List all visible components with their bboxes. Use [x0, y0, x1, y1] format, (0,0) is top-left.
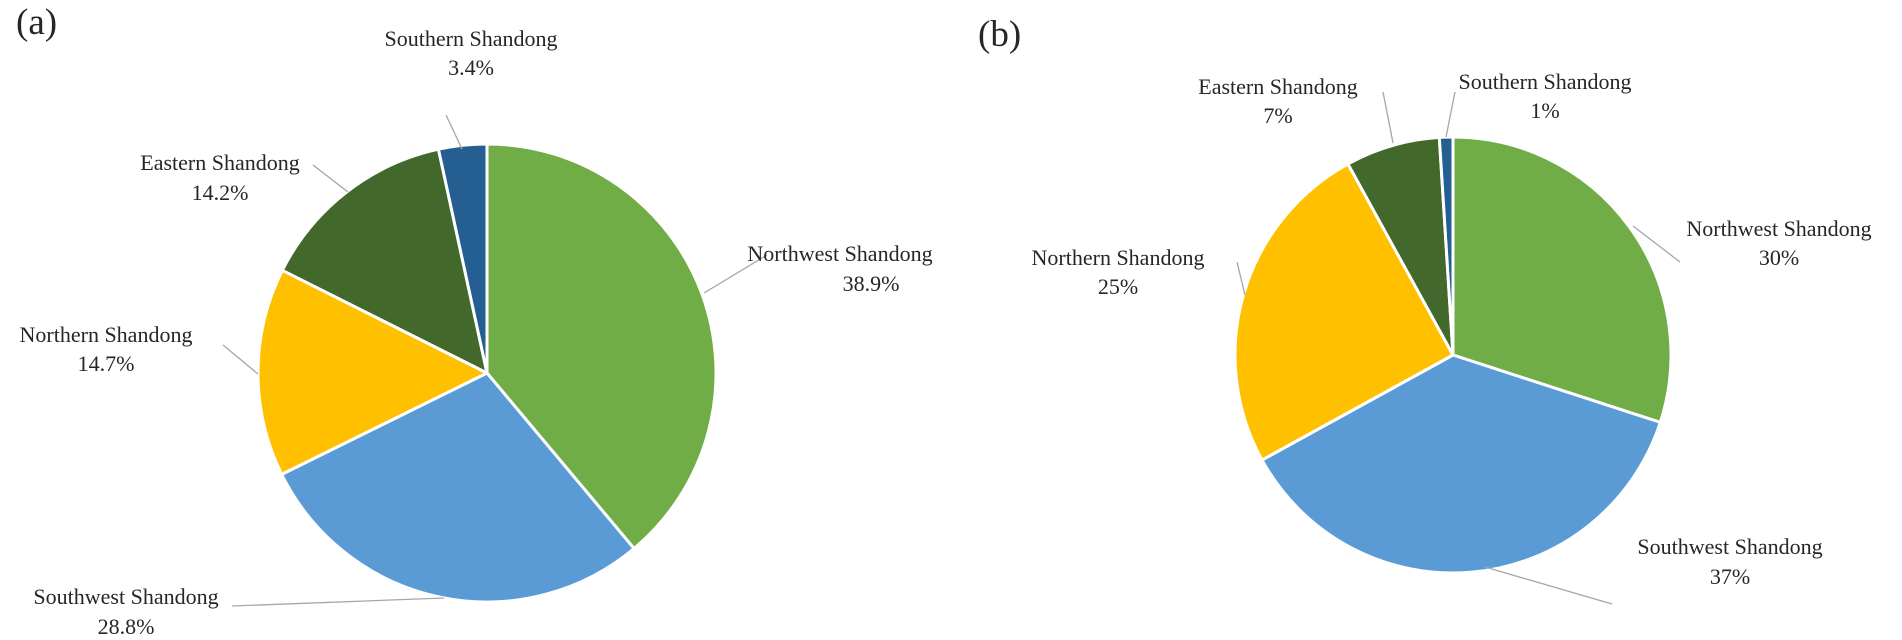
panel-b-label-southwest-shandong: Southwest Shandong 37%	[1637, 534, 1822, 589]
panel-b-leader-lines	[1236, 91, 1681, 605]
panel-b-slice-southern-shandong	[1437, 135, 1455, 357]
panel-b-leader-southern-shandong	[1445, 91, 1456, 138]
panel-a-southwest-shandong-name: Southwest Shandong	[33, 584, 218, 609]
panel-b-leader-northern-shandong	[1236, 261, 1246, 296]
panel-b-label: (b)	[978, 14, 1021, 55]
panel-a-label-southern-shandong: Southern Shandong 3.4%	[385, 26, 558, 80]
panel-a-northwest-shandong-name: Northwest Shandong	[747, 241, 932, 266]
panel-b-eastern-shandong-name: Eastern Shandong	[1198, 74, 1357, 99]
panel-a-slice-northwest-shandong	[485, 142, 718, 551]
panel-a-label-southwest-shandong: Southwest Shandong 28.8%	[33, 584, 218, 639]
panel-b-label-northwest-shandong: Northwest Shandong 30%	[1686, 216, 1871, 270]
panel-b-label-eastern-shandong: Eastern Shandong 7%	[1198, 74, 1357, 128]
panel-b-southern-shandong-value: 1%	[1530, 98, 1559, 123]
panel-b-southwest-shandong-value: 37%	[1710, 564, 1750, 589]
panel-b-southern-shandong-name: Southern Shandong	[1459, 69, 1632, 94]
panel-b-label-northern-shandong: Northern Shandong 25%	[1032, 245, 1205, 299]
panel-b-northern-shandong-name: Northern Shandong	[1032, 245, 1205, 270]
pie-chart-panel-b: (b) Northwest Shandong 30% Southwest Sha…	[978, 14, 1872, 605]
panel-a-slices	[256, 142, 718, 604]
panel-b-northern-shandong-value: 25%	[1098, 274, 1138, 299]
panel-a-leader-lines	[222, 114, 768, 607]
pie-chart-panel-a: (a) Northwest Shandong 38.9% Southwest S…	[16, 2, 933, 639]
panel-b-northwest-shandong-value: 30%	[1759, 245, 1799, 270]
panel-a-slice-eastern-shandong	[280, 147, 489, 375]
panel-b-slices	[1233, 135, 1673, 575]
panel-a-leader-eastern-shandong	[312, 164, 349, 193]
panel-a-southern-shandong-name: Southern Shandong	[385, 26, 558, 51]
panel-b-slice-southwest-shandong	[1260, 353, 1662, 575]
panel-b-eastern-shandong-value: 7%	[1263, 103, 1292, 128]
panel-b-label-southern-shandong: Southern Shandong 1%	[1459, 69, 1632, 123]
panel-b-southwest-shandong-name: Southwest Shandong	[1637, 534, 1822, 559]
panel-b-northwest-shandong-name: Northwest Shandong	[1686, 216, 1871, 241]
panel-a-leader-northern-shandong	[222, 344, 259, 375]
panel-a-southern-shandong-value: 3.4%	[448, 55, 494, 80]
panel-a-northern-shandong-value: 14.7%	[78, 351, 135, 376]
panel-b-slice-northern-shandong	[1233, 162, 1455, 462]
panel-b-leader-southwest-shandong	[1484, 566, 1613, 605]
panel-a-label-northern-shandong: Northern Shandong 14.7%	[20, 322, 193, 376]
panel-a-label-northwest-shandong: Northwest Shandong 38.9%	[747, 241, 932, 296]
panel-a-label: (a)	[16, 2, 57, 43]
panel-a-eastern-shandong-value: 14.2%	[192, 180, 249, 205]
panel-b-leader-eastern-shandong	[1382, 91, 1394, 144]
panel-b-leader-northwest-shandong	[1632, 225, 1681, 263]
panel-a-slice-southwest-shandong	[280, 371, 636, 604]
panel-a-slice-southern-shandong	[436, 142, 489, 375]
panel-a-eastern-shandong-name: Eastern Shandong	[140, 150, 299, 175]
panel-a-label-eastern-shandong: Eastern Shandong 14.2%	[140, 150, 299, 205]
panel-a-southwest-shandong-value: 28.8%	[98, 614, 155, 639]
panel-a-northern-shandong-name: Northern Shandong	[20, 322, 193, 347]
panel-a-leader-southwest-shandong	[231, 597, 445, 607]
panel-a-northwest-shandong-value: 38.9%	[843, 271, 900, 296]
panel-a-slice-northern-shandong	[256, 268, 489, 476]
panel-a-leader-northwest-shandong	[703, 254, 768, 294]
panel-b-slice-northwest-shandong	[1451, 135, 1673, 424]
panel-a-leader-southern-shandong	[445, 114, 463, 150]
